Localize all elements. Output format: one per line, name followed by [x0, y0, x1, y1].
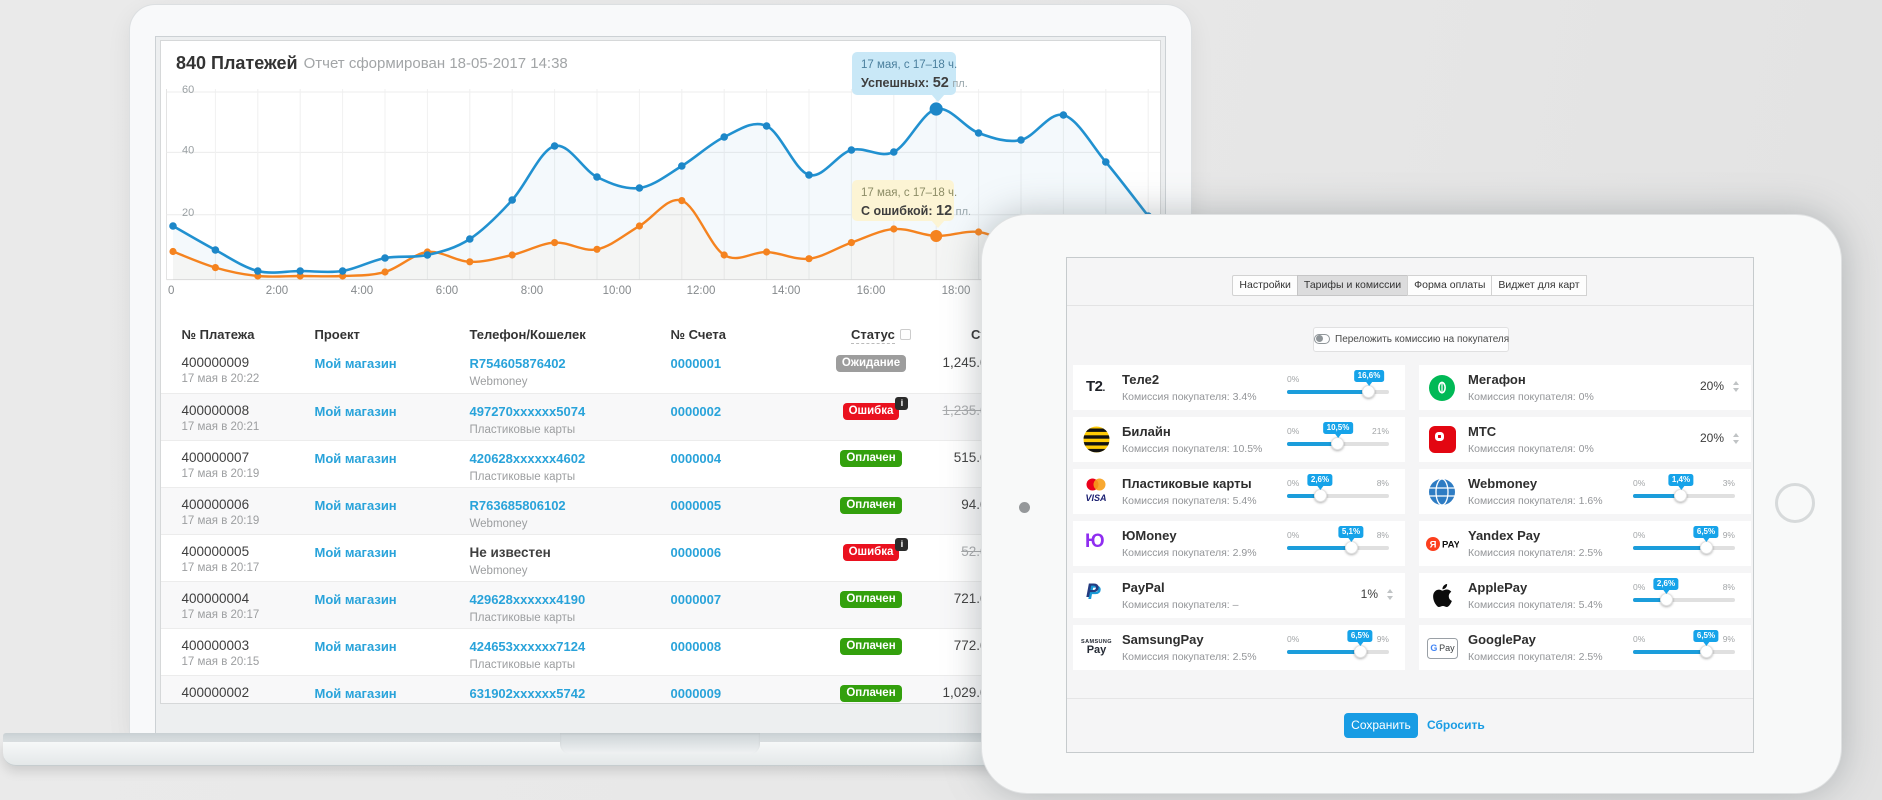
- svg-text:10:00: 10:00: [603, 285, 632, 297]
- svg-text:18:00: 18:00: [942, 285, 971, 297]
- svg-text:2:00: 2:00: [266, 285, 288, 297]
- svg-text:12:00: 12:00: [687, 285, 716, 297]
- svg-text:4:00: 4:00: [351, 285, 373, 297]
- svg-text:16:00: 16:00: [857, 285, 886, 297]
- svg-text:Я: Я: [1430, 539, 1437, 550]
- svg-text:VISA: VISA: [1085, 493, 1106, 503]
- svg-text:PAY: PAY: [1442, 540, 1459, 551]
- svg-text:14:00: 14:00: [772, 285, 801, 297]
- svg-text:0: 0: [168, 285, 174, 297]
- svg-text:20: 20: [182, 207, 194, 219]
- svg-text:60: 60: [182, 84, 194, 96]
- svg-text:6:00: 6:00: [436, 285, 458, 297]
- svg-text:8:00: 8:00: [521, 285, 543, 297]
- svg-text:40: 40: [182, 145, 194, 157]
